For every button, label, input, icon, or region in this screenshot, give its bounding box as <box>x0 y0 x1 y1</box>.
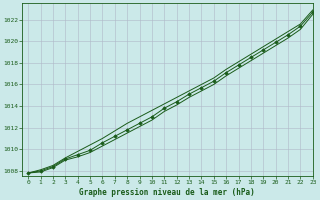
X-axis label: Graphe pression niveau de la mer (hPa): Graphe pression niveau de la mer (hPa) <box>79 188 255 197</box>
